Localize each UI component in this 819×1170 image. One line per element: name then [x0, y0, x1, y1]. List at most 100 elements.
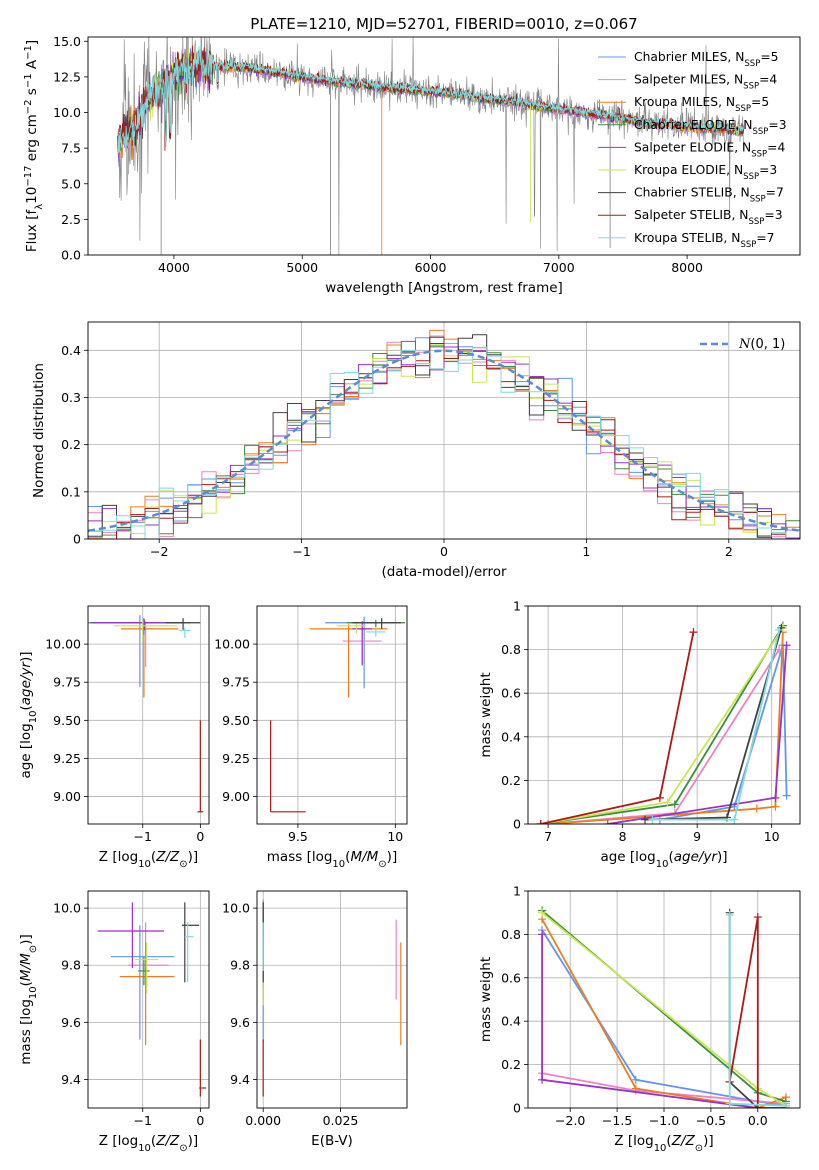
x-tick-label: 2 — [725, 544, 733, 559]
x-axis-label-part: )] — [188, 849, 199, 865]
x-tick-label: −2 — [150, 544, 168, 559]
y-tick-label: 9.25 — [222, 751, 250, 766]
y-tick-label: 0.4 — [61, 343, 81, 358]
x-axis-label-part: M/M — [350, 849, 378, 865]
y-tick-label: 0.3 — [61, 390, 81, 405]
weight-point-marker — [782, 791, 791, 800]
errorbar-point — [120, 622, 179, 698]
x-tick-label: 8 — [619, 829, 627, 844]
x-tick-label: 6000 — [415, 260, 447, 275]
y-axis-label-part: λ — [34, 204, 45, 210]
x-axis-label-part: (data-model)/error — [381, 564, 507, 580]
axes-frame — [256, 890, 408, 1109]
x-axis-label: Z [log10(Z/Z⊙)] — [99, 849, 198, 870]
legend-label: Salpeter STELIB, NSSP=3 — [634, 208, 783, 227]
x-axis-label-part: 10 — [654, 1143, 667, 1154]
weight-point-marker — [603, 820, 612, 824]
legend-nssp: =4 — [767, 140, 785, 154]
x-tick-label: 8000 — [671, 260, 703, 275]
y-tick-label: 9.75 — [53, 675, 81, 690]
legend-subscript: SSP — [743, 172, 759, 182]
x-axis-label-part: ( — [151, 849, 156, 865]
legend-subscript: SSP — [735, 104, 751, 114]
weight-point-marker — [771, 802, 780, 811]
y-tick-label: 9.75 — [222, 675, 250, 690]
x-axis-label-part: wavelength [Angstrom, rest frame] — [325, 280, 563, 296]
axes-frame — [87, 890, 210, 1109]
mass-vs-ebv-panel: 0.000 0.025 9.4 9.6 9.8 10.0 E(B-V) — [222, 890, 408, 1149]
normal-curve — [88, 349, 800, 532]
legend-nssp: =7 — [756, 231, 774, 245]
weight-point-marker — [655, 793, 664, 802]
y-axis-label: mass [log10(M/M⊙)] — [18, 934, 39, 1064]
errorbar-point — [92, 618, 185, 635]
axes-frame — [87, 36, 801, 256]
weight-point-marker — [775, 625, 784, 634]
y-axis-label-part: 10 — [28, 711, 39, 724]
y-tick-label: 10.0 — [53, 901, 81, 916]
y-tick-label: 9.50 — [222, 713, 250, 728]
y-axis-label-part: mass [log — [18, 999, 34, 1065]
weight-point-marker — [536, 820, 545, 824]
errorbar-point — [135, 942, 159, 994]
legend-nssp: =4 — [759, 73, 777, 87]
x-tick-label: −1.0 — [649, 1113, 679, 1128]
errorbar-point — [97, 902, 165, 969]
weight-point-marker — [663, 798, 672, 807]
y-tick-label: 0 — [513, 1101, 521, 1116]
y-axis-label-part: −17 — [23, 166, 34, 187]
weight-point-marker — [782, 641, 791, 650]
x-axis-label-part: )] — [703, 1133, 714, 1149]
legend-nssp: =5 — [751, 95, 769, 109]
x-axis-label-part: 10 — [656, 859, 669, 870]
plot-area — [536, 621, 791, 824]
weight-series-line — [659, 644, 788, 821]
legend-subscript: SSP — [740, 240, 756, 250]
y-tick-label: 0.8 — [501, 927, 521, 942]
errorbar-point — [113, 621, 178, 642]
weight-point-marker — [631, 1075, 640, 1084]
weight-point-marker — [725, 910, 734, 919]
legend-label: Kroupa ELODIE, NSSP=3 — [634, 163, 777, 182]
y-axis-label-part: 10 — [28, 986, 39, 999]
y-tick-label: 15.0 — [53, 34, 81, 49]
legend-model-name: Salpeter ELODIE, N — [634, 140, 751, 154]
residuals-plot-area — [88, 329, 800, 539]
mass-vs-Z-panel: −1 09.49.69.810.0Z [log10(Z/Z⊙)]mass [log… — [18, 890, 210, 1154]
errorbar-point — [352, 621, 372, 666]
weight-point-marker — [752, 804, 761, 813]
errorbar-point — [111, 925, 175, 1040]
axes-frame — [527, 605, 801, 825]
y-axis-label-part: ⊙ — [28, 945, 39, 953]
y-axis-label-part: −1 — [23, 73, 34, 88]
axes-frame — [87, 321, 801, 540]
y-axis-label: age [log10(age/yr)] — [18, 651, 39, 778]
y-tick-label: 0.6 — [501, 970, 521, 985]
legend-model-name: Kroupa STELIB, N — [634, 231, 740, 245]
weight-series-line — [540, 627, 784, 824]
y-axis-label-part: A — [24, 59, 40, 73]
weight-point-marker — [538, 908, 547, 917]
legend-nssp: =7 — [766, 186, 784, 200]
legend-nssp: =3 — [759, 163, 777, 177]
x-axis-label-part: 10 — [138, 859, 151, 870]
y-axis-label-part: ( — [18, 981, 34, 986]
x-tick-label: 5000 — [286, 260, 318, 275]
weight-point-marker — [781, 1101, 790, 1108]
y-tick-label: 9.8 — [230, 958, 250, 973]
legend-model-name: Chabrier MILES, N — [634, 50, 744, 64]
errorbar-point — [366, 628, 386, 637]
x-axis-label-part: )] — [188, 1133, 199, 1149]
y-axis-label-part: age/yr — [18, 661, 34, 706]
x-tick-label: 0 — [196, 829, 204, 844]
x-axis-label: Z [log10(Z/Z⊙)] — [99, 1133, 198, 1154]
legend-subscript: SSP — [751, 149, 767, 159]
x-axis-label-part: ( — [345, 849, 350, 865]
y-tick-label: 2.5 — [61, 212, 81, 227]
y-axis-label-part: M/M — [18, 953, 34, 981]
x-axis-label-part: ⊙ — [378, 859, 386, 870]
x-axis-label: (data-model)/error — [381, 564, 507, 580]
